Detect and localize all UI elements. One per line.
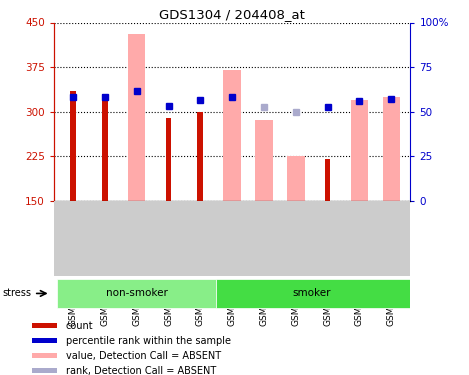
Bar [32, 323, 57, 328]
Bar [197, 112, 203, 201]
Bar [216, 279, 410, 308]
Bar [128, 34, 145, 201]
Text: value, Detection Call = ABSENT: value, Detection Call = ABSENT [66, 351, 221, 361]
Text: stress: stress [2, 288, 31, 298]
Text: rank, Detection Call = ABSENT: rank, Detection Call = ABSENT [66, 366, 216, 375]
Bar [287, 156, 304, 201]
Bar [383, 97, 400, 201]
Bar [32, 338, 57, 343]
Bar [255, 120, 273, 201]
Bar [223, 70, 241, 201]
Bar [325, 159, 331, 201]
Bar [32, 368, 57, 373]
Bar [102, 94, 108, 201]
Text: count: count [66, 321, 93, 331]
Text: non-smoker: non-smoker [106, 288, 167, 298]
Text: percentile rank within the sample: percentile rank within the sample [66, 336, 231, 346]
Bar [351, 100, 368, 201]
Bar [57, 279, 216, 308]
Title: GDS1304 / 204408_at: GDS1304 / 204408_at [159, 8, 305, 21]
Bar [32, 353, 57, 358]
Bar [166, 117, 171, 201]
Text: smoker: smoker [293, 288, 331, 298]
Bar [70, 91, 76, 201]
